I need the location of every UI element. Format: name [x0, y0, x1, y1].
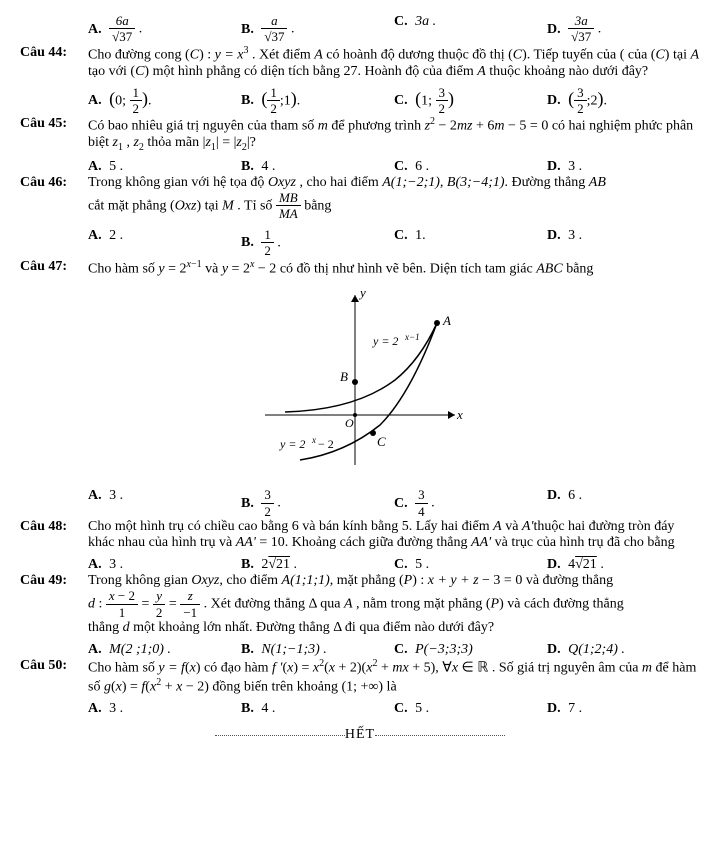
q45: Câu 45: Có bao nhiêu giá trị nguyên của … — [20, 116, 700, 152]
choice-C: C. 6 . — [394, 159, 547, 175]
svg-text:C: C — [377, 434, 386, 449]
choice-C: C. P(−3;3;3) — [394, 642, 547, 658]
choice-C: C. 34 . — [394, 488, 547, 519]
q43-B-den: √37 — [261, 29, 287, 45]
choice-D: D. 7 . — [547, 701, 700, 717]
svg-text:x: x — [456, 407, 463, 422]
choice-C: C. 5 . — [394, 557, 547, 573]
q44: Câu 44: Cho đường cong (C) : y = x3 . Xé… — [20, 45, 700, 80]
choice-C: C. 5 . — [394, 701, 547, 717]
q46: Câu 46: Trong không gian với hệ tọa độ O… — [20, 175, 700, 222]
choice-A: A. 5 . — [88, 159, 241, 175]
choice-D: D. 3 . — [547, 159, 700, 175]
q46-choices: A. 2 . B. 12 . C. 1. D. 3 . — [88, 228, 700, 259]
choice-D: D. Q(1;2;4) . — [547, 642, 700, 658]
choice-D: D. 4√21 . — [547, 557, 700, 573]
choice-B: B. N(1;−1;3) . — [241, 642, 394, 658]
choice-D: D. 3 . — [547, 228, 700, 259]
svg-text:B: B — [340, 369, 348, 384]
het-text: HẾT — [345, 727, 375, 742]
q45-body: Có bao nhiêu giá trị nguyên của tham số … — [88, 116, 700, 152]
q44-body: Cho đường cong (C) : y = x3 . Xét điểm A… — [88, 45, 700, 80]
choice-C: C. 3a . — [394, 14, 547, 45]
svg-text:y = 2: y = 2 — [372, 334, 398, 348]
q43-C: 3a . — [415, 14, 436, 29]
choice-B: B. a√37 . — [241, 14, 394, 45]
choice-B: B. (12;1). — [241, 86, 394, 117]
q45-label: Câu 45: — [20, 116, 80, 132]
q50: Câu 50: Cho hàm số y = f(x) có đạo hàm f… — [20, 658, 700, 695]
q43-D-den: √37 — [568, 29, 594, 45]
choice-A: A. 2 . — [88, 228, 241, 259]
svg-text:O: O — [345, 416, 354, 430]
svg-text:y = 2: y = 2 — [279, 437, 305, 451]
choice-A: A. 3 . — [88, 557, 241, 573]
choice-B: B. 4 . — [241, 159, 394, 175]
q47-body: Cho hàm số y = 2x−1 và y = 2x − 2 có đồ … — [88, 259, 700, 278]
q47-choices: A. 3 . B. 32 . C. 34 . D. 6 . — [88, 488, 700, 519]
q48: Câu 48: Cho một hình trụ có chiều cao bằ… — [20, 519, 700, 551]
q48-choices: A. 3 . B. 2√21 . C. 5 . D. 4√21 . — [88, 557, 700, 573]
q49-body: Trong không gian Oxyz, cho điểm A(1;1;1)… — [88, 573, 700, 636]
choice-B: B. 2√21 . — [241, 557, 394, 573]
q47-graph: y x O A B C y = 2 x−1 y = 2 x − 2 — [20, 285, 700, 480]
choice-A: A. M(2 ;1;0) . — [88, 642, 241, 658]
q44-choices: A. (0; 12). B. (12;1). C. (1; 32) D. (32… — [88, 86, 700, 117]
q45-choices: A. 5 . B. 4 . C. 6 . D. 3 . — [88, 159, 700, 175]
q49-choices: A. M(2 ;1;0) . B. N(1;−1;3) . C. P(−3;3;… — [88, 642, 700, 658]
q49-label: Câu 49: — [20, 573, 80, 589]
svg-text:x−1: x−1 — [404, 332, 420, 342]
svg-text:A: A — [442, 313, 451, 328]
q49: Câu 49: Trong không gian Oxyz, cho điểm … — [20, 573, 700, 636]
q44-label: Câu 44: — [20, 45, 80, 61]
choice-B: B. 4 . — [241, 701, 394, 717]
choice-A: A. 3 . — [88, 701, 241, 717]
choice-B: B. 12 . — [241, 228, 394, 259]
q50-body: Cho hàm số y = f(x) có đạo hàm f '(x) = … — [88, 658, 700, 695]
q48-body: Cho một hình trụ có chiều cao bằng 6 và … — [88, 519, 700, 551]
choice-A: A. 6a√37 . — [88, 14, 241, 45]
q47-label: Câu 47: — [20, 259, 80, 275]
q50-choices: A. 3 . B. 4 . C. 5 . D. 7 . — [88, 701, 700, 717]
q47: Câu 47: Cho hàm số y = 2x−1 và y = 2x − … — [20, 259, 700, 278]
q43-choices: A. 6a√37 . B. a√37 . C. 3a . D. 3a√37 . — [88, 14, 700, 45]
q46-body: Trong không gian với hệ tọa độ Oxyz , ch… — [88, 175, 700, 222]
q46-label: Câu 46: — [20, 175, 80, 191]
choice-D: D. (32;2). — [547, 86, 700, 117]
svg-text:x: x — [311, 435, 316, 445]
choice-A: A. (0; 12). — [88, 86, 241, 117]
q43-B-num: a — [261, 14, 287, 29]
end-marker: HẾT — [20, 727, 700, 743]
choice-C: C. (1; 32) — [394, 86, 547, 117]
choice-D: D. 6 . — [547, 488, 700, 519]
choice-B: B. 32 . — [241, 488, 394, 519]
choice-A: A. 3 . — [88, 488, 241, 519]
q43-A-den: √37 — [109, 29, 135, 45]
choice-D: D. 3a√37 . — [547, 14, 700, 45]
svg-text:− 2: − 2 — [318, 437, 334, 451]
svg-text:y: y — [358, 285, 366, 300]
q43-D-num: 3a — [568, 14, 594, 29]
q50-label: Câu 50: — [20, 658, 80, 674]
q48-label: Câu 48: — [20, 519, 80, 535]
choice-C: C. 1. — [394, 228, 547, 259]
q43-A-num: 6a — [109, 14, 135, 29]
